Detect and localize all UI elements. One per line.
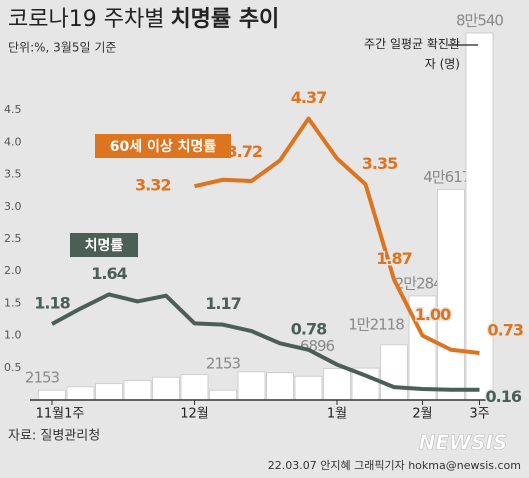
- source: 자료: 질병관리청: [8, 429, 100, 444]
- x-tick-label: 3주: [469, 407, 489, 422]
- subtitle: 단위:%, 3월5일 기준: [8, 41, 116, 55]
- line-value-label: 0.73: [488, 320, 523, 339]
- legend-label: 60세 이상 치명률: [110, 138, 217, 155]
- line-series: [51, 292, 480, 392]
- line-value-label: 1.64: [91, 264, 127, 283]
- bar: [123, 379, 152, 401]
- y-tick-label: 4.0: [4, 135, 22, 148]
- y-tick-label: 0.5: [4, 361, 22, 374]
- line-value-label: 1.00: [415, 305, 451, 324]
- legend-box: [70, 233, 138, 257]
- bar: [95, 383, 123, 401]
- line-value-label: 4.37: [291, 88, 326, 107]
- y-tick-label: 4.5: [4, 103, 22, 116]
- bar: [237, 371, 266, 401]
- bar: [66, 386, 95, 401]
- line-value-label: 3.72: [227, 142, 262, 161]
- bar: [180, 373, 209, 401]
- bar: [323, 368, 351, 401]
- line-value-label: 0.78: [291, 319, 327, 338]
- bar: [380, 344, 408, 401]
- x-tick-label: 1월: [327, 407, 347, 422]
- y-tick-label: 1.5: [4, 296, 22, 309]
- x-tick-label: 11월1주: [36, 407, 85, 422]
- title-bold: 치명률 추이: [170, 7, 279, 32]
- y-tick-label: 2.5: [4, 232, 22, 245]
- logo: NEWSIS: [419, 431, 508, 455]
- x-tick-label: 12월: [180, 407, 209, 422]
- bar: [152, 376, 180, 401]
- bar-value-label: 1만2118: [348, 315, 404, 333]
- y-tick-label: 3.5: [4, 168, 22, 181]
- line-series: [194, 116, 480, 355]
- line-value-label: 1.18: [34, 294, 70, 313]
- bar-value-label: 2153: [206, 355, 241, 373]
- line-value-label: 3.35: [362, 154, 398, 173]
- bar: [209, 389, 237, 401]
- y-tick-label: 1.0: [4, 329, 22, 342]
- bar-legend: 주간 일평균 확진환자 (명): [364, 37, 460, 71]
- line-value-label: 1.17: [205, 294, 240, 313]
- legend-box: [95, 134, 231, 158]
- bar: [408, 295, 437, 401]
- legend-label: 치명률: [85, 237, 124, 254]
- bar: [38, 389, 66, 401]
- title-regular: 코로나19 주차별: [8, 7, 164, 32]
- bar: [294, 375, 323, 401]
- bar-value-label: 2153: [25, 369, 60, 387]
- y-tick-label: 3.0: [4, 200, 22, 213]
- line-value-label: 1.87: [376, 249, 411, 268]
- line-value-label: 0.16: [486, 387, 522, 406]
- credit: 22.03.07 안지혜 그래픽기자 hokma@newsis.com: [268, 459, 521, 472]
- bar-value-label: 8만540: [456, 12, 503, 30]
- y-tick-label: 2.0: [4, 264, 22, 277]
- bar: [465, 32, 494, 401]
- bar: [266, 372, 294, 401]
- line-value-label: 3.32: [135, 176, 170, 195]
- x-tick-label: 2월: [412, 407, 432, 422]
- bar: [437, 189, 465, 401]
- chart-title: 코로나19 주차별 치명률 추이: [8, 7, 279, 32]
